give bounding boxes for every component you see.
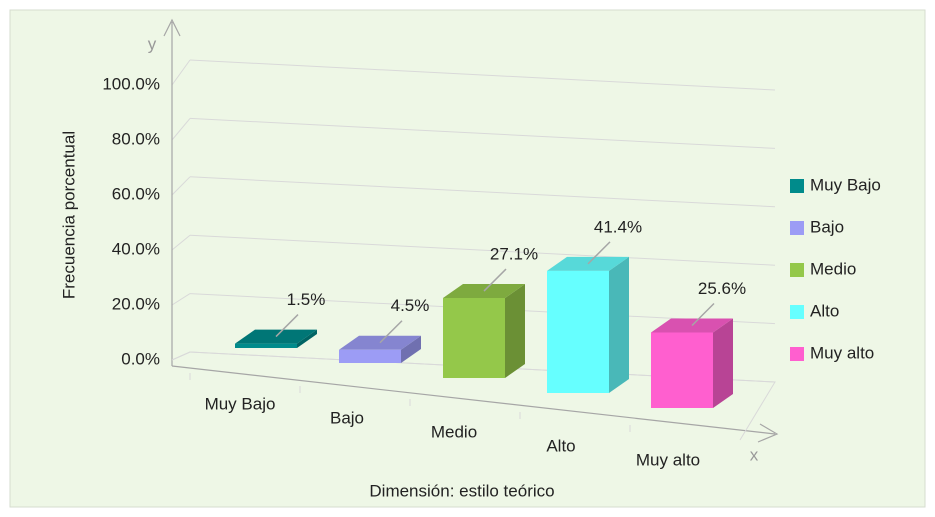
x-tick-label: Muy alto [636,450,700,469]
y-tick-label: 20.0% [112,294,160,313]
leader-line [691,302,715,327]
grid-line [171,118,191,141]
bar-front [339,349,401,363]
x-axis-letter: x [750,445,759,464]
bar-front [443,298,505,378]
bar-front [651,332,713,408]
bar-side [713,318,733,408]
bar-front [547,270,609,393]
legend-swatch [790,179,804,193]
leader-line [587,241,611,265]
leader-line [483,268,507,292]
bar-side [505,284,525,378]
bar [443,284,525,378]
y-tick-label: 40.0% [112,239,160,258]
leader-line [275,314,299,338]
legend-label: Bajo [810,217,844,236]
data-label: 25.6% [698,279,746,298]
y-tick-label: 0.0% [121,349,160,368]
y-tick-label: 100.0% [102,74,160,93]
y-axis [163,18,181,366]
y-tick-label: 60.0% [112,184,160,203]
legend-swatch [790,263,804,277]
grid-line [189,176,776,208]
data-label: 4.5% [391,296,430,315]
grid-line [189,59,776,91]
grid-line [171,234,191,251]
x-axis [171,365,779,443]
data-label: 27.1% [490,245,538,264]
bar-side [297,329,317,348]
legend-label: Muy alto [810,343,874,362]
bar-side [401,335,421,363]
data-label: 1.5% [287,290,326,309]
legend-label: Medio [810,259,856,278]
x-axis-title: Dimensión: estilo teórico [369,481,554,500]
leader-line [379,320,403,344]
legend-swatch [790,305,804,319]
grid-line [189,234,776,266]
legend-label: Muy Bajo [810,175,881,194]
y-axis-letter: y [148,34,157,53]
bar [651,318,733,408]
y-tick-label: 80.0% [112,129,160,148]
grid-line [171,293,191,306]
x-tick-label: Medio [431,422,477,441]
grid-line [171,59,191,86]
bar [547,256,629,393]
x-tick-label: Alto [546,436,575,455]
grid-line [171,176,191,196]
bar-side [609,256,629,393]
legend-swatch [790,347,804,361]
y-axis-title: Frecuencia porcentual [59,131,78,299]
x-tick-label: Bajo [330,408,364,427]
chart-background [9,9,926,508]
legend-label: Alto [810,301,839,320]
bar-front [235,343,297,348]
legend-swatch [790,221,804,235]
bar [339,335,421,363]
grid-line [189,117,776,149]
data-label: 41.4% [594,217,642,236]
x-tick-label: Muy Bajo [205,394,276,413]
